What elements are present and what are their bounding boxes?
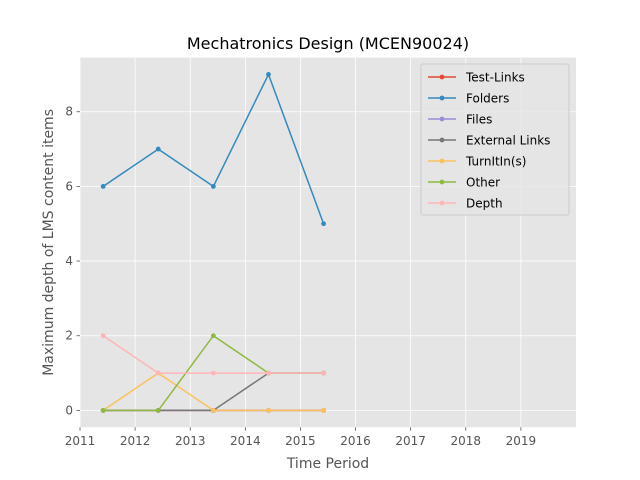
y-tick-label: 4 [65, 254, 73, 268]
y-tick-label: 6 [65, 179, 73, 193]
data-point [210, 370, 216, 376]
legend-swatch-marker [439, 137, 445, 143]
x-axis-label: Time Period [286, 456, 369, 472]
y-axis-label: Maximum depth of LMS content items [41, 109, 57, 376]
data-point [100, 333, 106, 339]
legend-label: Test-Links [465, 71, 525, 85]
legend-item: Test-Links [428, 71, 525, 85]
legend-swatch-marker [439, 74, 445, 80]
series-layer [100, 72, 326, 413]
legend-label: Depth [466, 197, 503, 211]
legend-swatch-marker [439, 116, 445, 122]
series-folders [100, 72, 326, 227]
data-point [100, 408, 106, 413]
x-tick-label: 2013 [175, 434, 206, 448]
axis-ticks: 2011 2012 2013 2014 2015 2016 2017 2018 2019 0 2 4 6… [65, 105, 536, 448]
legend-item: TurnItIn(s) [428, 155, 526, 169]
legend-swatch-marker [439, 179, 445, 185]
data-point [210, 333, 216, 339]
legend-label: External Links [466, 134, 550, 148]
x-tick-label: 2012 [120, 434, 151, 448]
y-tick-label: 2 [65, 329, 73, 343]
data-point [266, 408, 271, 413]
legend-item: Folders [428, 92, 509, 106]
legend-swatch-marker [439, 200, 445, 206]
x-tick-label: 2018 [451, 434, 482, 448]
data-point [100, 184, 106, 189]
data-point [210, 408, 216, 413]
data-point [266, 72, 271, 77]
legend-swatch-marker [439, 158, 445, 164]
legend-item: External Links [428, 134, 550, 148]
legend-label: TurnItIn(s) [465, 155, 526, 169]
legend: Test-Links Folders Files External Links Turn… [420, 63, 570, 216]
x-tick-label: 2019 [506, 434, 537, 448]
data-point [155, 370, 161, 376]
legend-item: Depth [428, 197, 503, 211]
legend-item: Files [428, 113, 492, 127]
data-point [210, 184, 216, 189]
data-point [155, 146, 161, 152]
legend-label: Other [466, 176, 500, 190]
chart-title: Mechatronics Design (MCEN90024) [187, 34, 469, 53]
legend-label: Files [466, 113, 492, 127]
y-tick-label: 0 [65, 403, 73, 417]
y-tick-label: 8 [65, 105, 73, 119]
grid-lines [79, 57, 576, 428]
data-point [321, 221, 326, 227]
data-point [321, 408, 326, 413]
x-tick-label: 2011 [65, 434, 96, 448]
data-point [266, 370, 271, 376]
legend-label: Folders [466, 92, 509, 106]
data-point [155, 408, 161, 413]
x-tick-label: 2014 [230, 434, 261, 448]
series-depth [100, 333, 326, 376]
legend-swatch-marker [439, 95, 445, 101]
data-point [321, 370, 326, 376]
legend-item: Other [428, 176, 500, 190]
legend-box [420, 63, 570, 216]
x-tick-label: 2015 [285, 434, 316, 448]
x-tick-label: 2017 [395, 434, 426, 448]
x-tick-label: 2016 [340, 434, 371, 448]
